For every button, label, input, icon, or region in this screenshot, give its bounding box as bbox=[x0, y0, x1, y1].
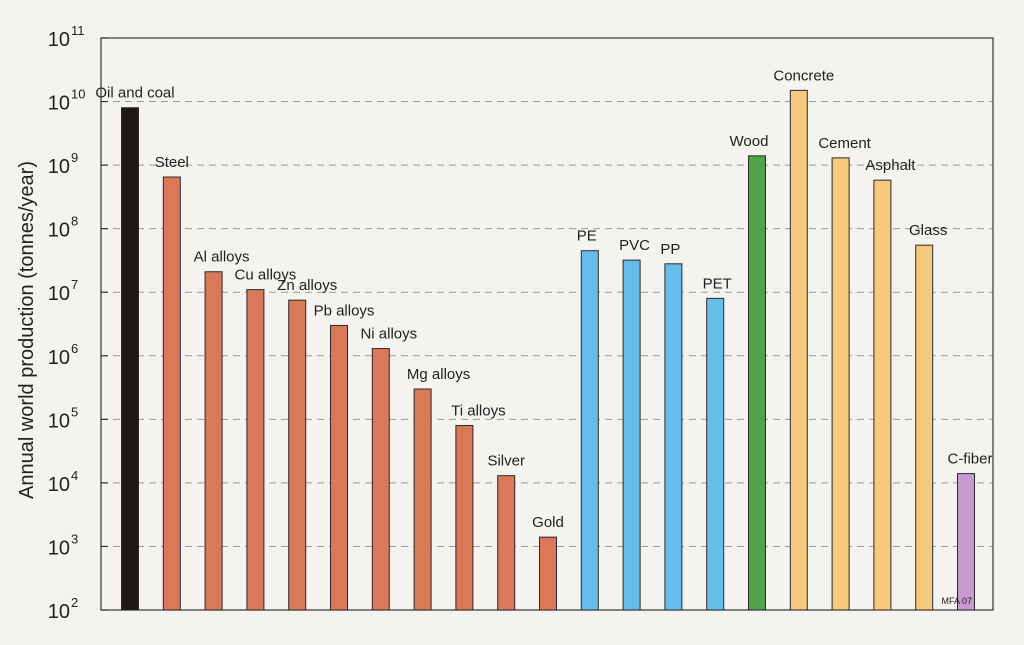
y-tick-base: 10 bbox=[48, 220, 70, 242]
bar-label-concrete: Concrete bbox=[773, 67, 834, 84]
bar-label-asphalt: Asphalt bbox=[865, 157, 916, 174]
bar-label-cu-alloys: Cu alloys bbox=[235, 267, 297, 284]
y-tick-base: 10 bbox=[48, 601, 70, 623]
y-tick-label: 10 7 bbox=[48, 277, 78, 305]
y-tick-base: 10 bbox=[48, 283, 70, 305]
bar-label-zn-alloys: Zn alloys bbox=[277, 277, 337, 294]
gridlines bbox=[101, 101, 993, 547]
bar-gold bbox=[539, 536, 557, 611]
bar-c-fiber bbox=[957, 473, 975, 611]
y-tick-exponent: 6 bbox=[71, 341, 78, 356]
bar-pb-alloys bbox=[330, 324, 348, 611]
y-tick-label: 10 11 bbox=[48, 23, 85, 51]
bar-pe bbox=[580, 250, 599, 611]
bar-mg-alloys bbox=[413, 388, 432, 611]
bar-label-steel: Steel bbox=[155, 154, 189, 171]
bar-label-wood: Wood bbox=[730, 133, 769, 150]
bar-label-oil-and-coal: Oil and coal bbox=[95, 85, 174, 102]
bar-steel bbox=[162, 176, 181, 611]
bar-wood bbox=[748, 155, 766, 611]
bar-zn-alloys bbox=[288, 299, 307, 611]
y-tick-base: 10 bbox=[48, 29, 70, 51]
bar-label-pvc: PVC bbox=[619, 237, 650, 254]
bar-label-mg-alloys: Mg alloys bbox=[407, 366, 470, 383]
y-tick-exponent: 11 bbox=[71, 23, 85, 38]
chart-annotation: MFA 07 bbox=[941, 596, 972, 606]
y-tick-base: 10 bbox=[48, 537, 70, 559]
bars bbox=[121, 89, 975, 611]
bar-ti-alloys bbox=[455, 424, 474, 611]
bar-label-pet: PET bbox=[703, 275, 732, 292]
bar-label-pb-alloys: Pb alloys bbox=[314, 302, 375, 319]
y-tick-base: 10 bbox=[48, 474, 70, 496]
y-axis-title: Annual world production (tonnes/year) bbox=[16, 161, 38, 499]
y-tick-label: 10 10 bbox=[48, 87, 86, 115]
bar-label-pp: PP bbox=[660, 241, 680, 258]
bar-label-gold: Gold bbox=[532, 514, 564, 531]
bar-label-cement: Cement bbox=[818, 135, 871, 152]
bar-glass bbox=[915, 244, 934, 611]
y-tick-base: 10 bbox=[48, 93, 70, 115]
y-tick-label: 10 8 bbox=[48, 214, 78, 242]
bar-label-al-alloys: Al alloys bbox=[194, 249, 250, 266]
y-tick-label: 10 4 bbox=[48, 468, 78, 496]
bar-pet bbox=[706, 297, 725, 611]
y-tick-base: 10 bbox=[48, 156, 70, 178]
bar-label-pe: PE bbox=[577, 228, 597, 245]
bar-label-ni-alloys: Ni alloys bbox=[360, 326, 417, 343]
bar-asphalt bbox=[873, 179, 892, 611]
bar-al-alloys bbox=[204, 271, 223, 611]
y-tick-exponent: 4 bbox=[71, 468, 78, 483]
bar-oil-and-coal bbox=[121, 107, 139, 611]
y-tick-exponent: 8 bbox=[71, 214, 78, 229]
y-tick-exponent: 7 bbox=[71, 277, 78, 292]
y-tick-exponent: 3 bbox=[71, 531, 78, 546]
y-tick-label: 10 6 bbox=[48, 341, 78, 369]
bar-label-glass: Glass bbox=[909, 222, 947, 239]
bar-cu-alloys bbox=[246, 289, 265, 611]
bar-label-c-fiber: C-fiber bbox=[947, 451, 992, 468]
y-tick-exponent: 2 bbox=[71, 595, 78, 610]
bar-label-silver: Silver bbox=[487, 453, 525, 470]
bar-ni-alloys bbox=[371, 348, 390, 611]
y-tick-label: 10 2 bbox=[48, 595, 78, 623]
bar-label-ti-alloys: Ti alloys bbox=[451, 402, 505, 419]
y-tick-label: 10 3 bbox=[48, 531, 78, 559]
y-tick-label: 10 5 bbox=[48, 404, 78, 432]
y-tick-label: 10 9 bbox=[48, 150, 78, 178]
bar-pp bbox=[664, 263, 683, 611]
bar-concrete bbox=[789, 89, 808, 611]
bar-cement bbox=[831, 157, 850, 611]
y-tick-exponent: 10 bbox=[71, 87, 85, 102]
y-tick-base: 10 bbox=[48, 347, 70, 369]
y-tick-exponent: 9 bbox=[71, 150, 78, 165]
bar-silver bbox=[497, 475, 516, 611]
y-tick-exponent: 5 bbox=[71, 404, 78, 419]
y-tick-base: 10 bbox=[48, 410, 70, 432]
bar-pvc bbox=[622, 259, 641, 611]
